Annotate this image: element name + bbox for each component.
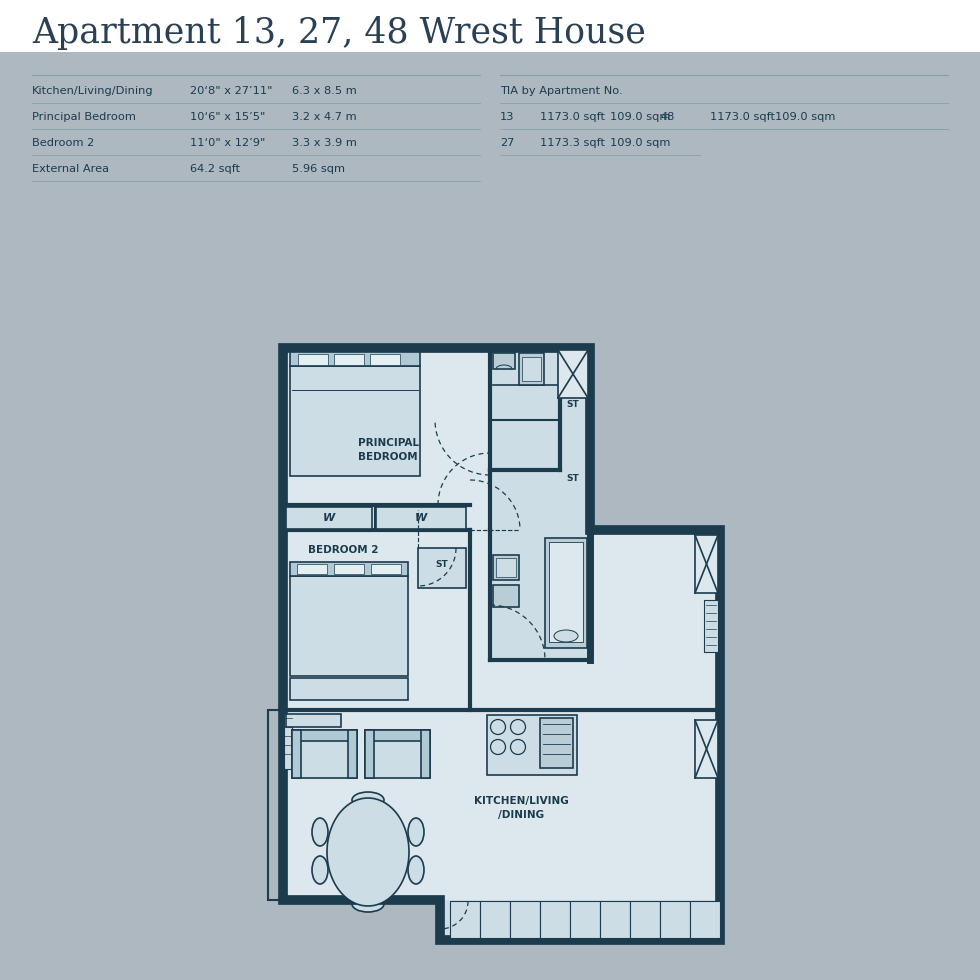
Bar: [297, 564, 327, 574]
Text: 1173.0 sqft: 1173.0 sqft: [710, 112, 775, 122]
Bar: [348, 730, 357, 778]
Bar: [496, 558, 516, 577]
Bar: [493, 353, 515, 369]
Text: ST: ST: [436, 560, 449, 569]
Bar: [522, 357, 541, 381]
Text: 5.96 sqm: 5.96 sqm: [292, 164, 345, 174]
Bar: [298, 354, 328, 365]
Bar: [519, 353, 544, 385]
Bar: [570, 901, 600, 938]
Text: 20‘8" x 27’11": 20‘8" x 27’11": [190, 86, 272, 96]
Text: KITCHEN/LIVING
/DINING: KITCHEN/LIVING /DINING: [473, 796, 568, 820]
Polygon shape: [490, 348, 590, 530]
Bar: [540, 901, 570, 938]
Bar: [286, 507, 372, 529]
Bar: [284, 714, 292, 769]
Bar: [365, 730, 374, 778]
Text: ST: ST: [566, 473, 579, 482]
Text: 64.2 sqft: 64.2 sqft: [190, 164, 240, 174]
Bar: [290, 562, 408, 576]
Bar: [292, 730, 357, 741]
Ellipse shape: [352, 792, 384, 808]
Bar: [487, 715, 577, 775]
Bar: [558, 350, 588, 398]
Text: Bedroom 2: Bedroom 2: [32, 138, 94, 148]
Text: PRINCIPAL
BEDROOM: PRINCIPAL BEDROOM: [358, 438, 418, 462]
Text: 109.0 sqm: 109.0 sqm: [775, 112, 835, 122]
Bar: [0, 52, 980, 252]
Bar: [695, 720, 718, 778]
Ellipse shape: [352, 896, 384, 912]
Text: BEDROOM 2: BEDROOM 2: [308, 545, 378, 555]
Bar: [418, 548, 466, 588]
Bar: [545, 538, 587, 648]
Bar: [540, 718, 573, 768]
Text: W: W: [322, 513, 335, 523]
Ellipse shape: [312, 818, 328, 846]
Text: 1173.0 sqft: 1173.0 sqft: [540, 112, 605, 122]
Bar: [690, 901, 720, 938]
Polygon shape: [440, 900, 720, 940]
Bar: [286, 714, 341, 727]
Text: 13: 13: [500, 112, 514, 122]
Bar: [630, 901, 660, 938]
Ellipse shape: [554, 630, 578, 642]
Bar: [292, 730, 301, 778]
Bar: [290, 678, 408, 700]
Bar: [334, 564, 364, 574]
Text: Apartment 13, 27, 48 Wrest House: Apartment 13, 27, 48 Wrest House: [32, 16, 646, 50]
Bar: [450, 901, 480, 938]
Text: 109.0 sqm: 109.0 sqm: [610, 112, 670, 122]
Bar: [660, 901, 690, 938]
Polygon shape: [490, 470, 590, 660]
Bar: [290, 366, 420, 476]
Bar: [0, 0, 980, 52]
Text: TIA by Apartment No.: TIA by Apartment No.: [500, 86, 622, 96]
Text: External Area: External Area: [32, 164, 109, 174]
Bar: [268, 710, 284, 900]
Bar: [290, 352, 420, 366]
Bar: [290, 576, 408, 676]
Bar: [600, 901, 630, 938]
Bar: [371, 564, 401, 574]
Text: 48: 48: [660, 112, 674, 122]
Bar: [510, 901, 540, 938]
Ellipse shape: [312, 856, 328, 884]
Ellipse shape: [408, 856, 424, 884]
Text: Principal Bedroom: Principal Bedroom: [32, 112, 136, 122]
Text: ST: ST: [566, 400, 579, 409]
Text: W: W: [415, 513, 427, 523]
Bar: [493, 555, 519, 580]
Text: 1173.3 sqft: 1173.3 sqft: [540, 138, 605, 148]
Text: 27: 27: [500, 138, 514, 148]
Text: 11‘0" x 12’9": 11‘0" x 12’9": [190, 138, 266, 148]
Bar: [365, 730, 430, 778]
Bar: [334, 354, 364, 365]
Text: 3.3 x 3.9 m: 3.3 x 3.9 m: [292, 138, 357, 148]
Bar: [370, 354, 400, 365]
Bar: [480, 901, 510, 938]
Text: 10‘6" x 15’5": 10‘6" x 15’5": [190, 112, 266, 122]
Text: 109.0 sqm: 109.0 sqm: [610, 138, 670, 148]
Bar: [421, 730, 430, 778]
Bar: [549, 542, 583, 642]
Bar: [376, 507, 466, 529]
Ellipse shape: [327, 798, 409, 906]
Text: 3.2 x 4.7 m: 3.2 x 4.7 m: [292, 112, 357, 122]
Bar: [704, 600, 718, 652]
Bar: [292, 730, 357, 778]
Bar: [695, 535, 718, 593]
Text: Kitchen/Living/Dining: Kitchen/Living/Dining: [32, 86, 154, 96]
Polygon shape: [283, 348, 720, 940]
Ellipse shape: [408, 818, 424, 846]
Text: 6.3 x 8.5 m: 6.3 x 8.5 m: [292, 86, 357, 96]
Bar: [365, 730, 430, 741]
Bar: [493, 585, 519, 607]
